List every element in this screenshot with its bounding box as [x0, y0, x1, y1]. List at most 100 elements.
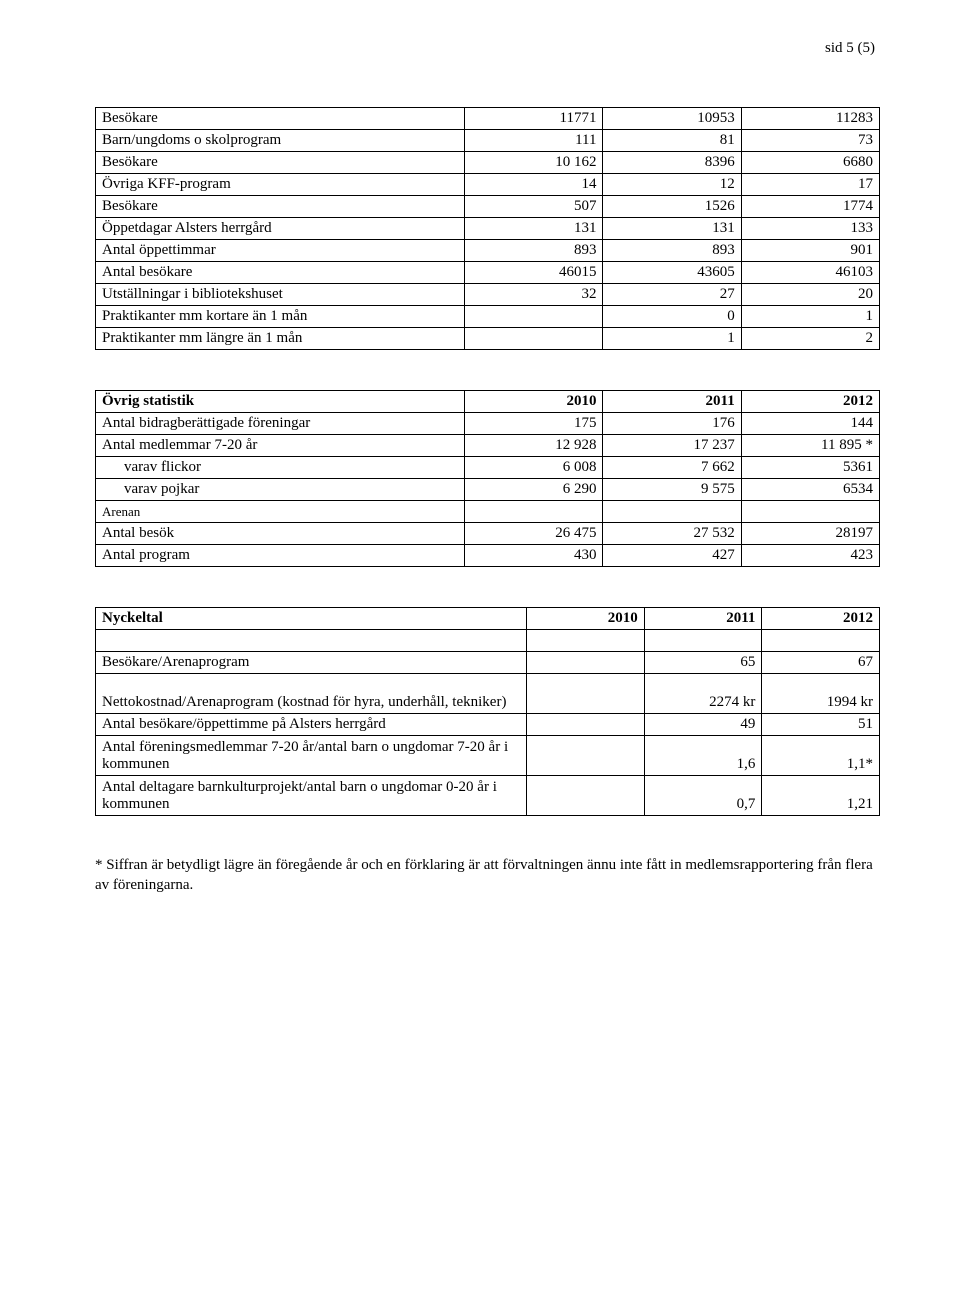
- table-row: Besökare/Arenaprogram6567: [96, 652, 880, 674]
- table-row: Antal föreningsmedlemmar 7-20 år/antal b…: [96, 736, 880, 776]
- row-label: Öppetdagar Alsters herrgård: [96, 218, 465, 240]
- cell-value: 507: [465, 196, 603, 218]
- header-2010: 2010: [465, 391, 603, 413]
- cell-value: 131: [465, 218, 603, 240]
- table-nyckeltal: Nyckeltal 2010 2011 2012 Besökare/Arenap…: [95, 607, 880, 816]
- header-label: Nyckeltal: [96, 608, 527, 630]
- cell-value: 46015: [465, 262, 603, 284]
- table-row: Antal medlemmar 7-20 år12 92817 23711 89…: [96, 435, 880, 457]
- cell-value: 133: [741, 218, 879, 240]
- cell-value: 175: [465, 413, 603, 435]
- header-2011: 2011: [603, 391, 741, 413]
- row-label: Arenan: [96, 501, 465, 523]
- row-label: Antal föreningsmedlemmar 7-20 år/antal b…: [96, 736, 527, 776]
- table-row: Antal besökare460154360546103: [96, 262, 880, 284]
- table-row: Antal program430427423: [96, 545, 880, 567]
- row-label: Antal besökare: [96, 262, 465, 284]
- row-label: varav pojkar: [96, 479, 465, 501]
- cell-value: 0,7: [644, 776, 762, 816]
- cell-value: 9 575: [603, 479, 741, 501]
- cell-value: [527, 674, 645, 714]
- table-row: [96, 630, 880, 652]
- row-label: Nettokostnad/Arenaprogram (kostnad för h…: [96, 674, 527, 714]
- row-label: Övriga KFF-program: [96, 174, 465, 196]
- row-label: Antal besökare/öppettimme på Alsters her…: [96, 714, 527, 736]
- cell-value: [527, 714, 645, 736]
- cell-value: 111: [465, 130, 603, 152]
- cell-value: 46103: [741, 262, 879, 284]
- cell-value: [465, 306, 603, 328]
- table-row: Barn/ungdoms o skolprogram1118173: [96, 130, 880, 152]
- table-row: varav pojkar6 2909 5756534: [96, 479, 880, 501]
- cell-value: 51: [762, 714, 880, 736]
- cell-value: [465, 501, 603, 523]
- cell-value: [644, 630, 762, 652]
- row-label: Antal bidragberättigade föreningar: [96, 413, 465, 435]
- cell-value: 49: [644, 714, 762, 736]
- table-row: Praktikanter mm längre än 1 mån12: [96, 328, 880, 350]
- cell-value: 27 532: [603, 523, 741, 545]
- cell-value: 2: [741, 328, 879, 350]
- cell-value: 8396: [603, 152, 741, 174]
- table-besokare: Besökare117711095311283Barn/ungdoms o sk…: [95, 107, 880, 350]
- row-label: Antal öppettimmar: [96, 240, 465, 262]
- cell-value: 0: [603, 306, 741, 328]
- row-label: Praktikanter mm kortare än 1 mån: [96, 306, 465, 328]
- row-label: Antal besök: [96, 523, 465, 545]
- row-label: Besökare/Arenaprogram: [96, 652, 527, 674]
- table-row: Utställningar i bibliotekshuset322720: [96, 284, 880, 306]
- cell-value: 893: [603, 240, 741, 262]
- cell-value: 1: [741, 306, 879, 328]
- header-2010: 2010: [527, 608, 645, 630]
- cell-value: 28197: [741, 523, 879, 545]
- table-row: Övriga KFF-program141217: [96, 174, 880, 196]
- cell-value: 27: [603, 284, 741, 306]
- table-row: Antal deltagare barnkulturprojekt/antal …: [96, 776, 880, 816]
- cell-value: [741, 501, 879, 523]
- cell-value: 893: [465, 240, 603, 262]
- cell-value: 67: [762, 652, 880, 674]
- cell-value: 17: [741, 174, 879, 196]
- row-label: Barn/ungdoms o skolprogram: [96, 130, 465, 152]
- cell-value: [603, 501, 741, 523]
- cell-value: 6534: [741, 479, 879, 501]
- cell-value: 1526: [603, 196, 741, 218]
- cell-value: [762, 630, 880, 652]
- cell-value: 10 162: [465, 152, 603, 174]
- table-row: Praktikanter mm kortare än 1 mån 01: [96, 306, 880, 328]
- page-number: sid 5 (5): [95, 40, 880, 57]
- table-header-row: Övrig statistik 2010 2011 2012: [96, 391, 880, 413]
- row-label: Besökare: [96, 152, 465, 174]
- cell-value: 11 895 *: [741, 435, 879, 457]
- cell-value: 12: [603, 174, 741, 196]
- table-row: Antal besökare/öppettimme på Alsters her…: [96, 714, 880, 736]
- table-row: Besökare117711095311283: [96, 108, 880, 130]
- cell-value: 10953: [603, 108, 741, 130]
- table-ovrig-statistik: Övrig statistik 2010 2011 2012 Antal bid…: [95, 390, 880, 567]
- cell-value: 1994 kr: [762, 674, 880, 714]
- cell-value: [527, 776, 645, 816]
- cell-value: [527, 652, 645, 674]
- cell-value: 26 475: [465, 523, 603, 545]
- cell-value: 11771: [465, 108, 603, 130]
- cell-value: 423: [741, 545, 879, 567]
- cell-value: 427: [603, 545, 741, 567]
- row-label: Besökare: [96, 108, 465, 130]
- cell-value: 32: [465, 284, 603, 306]
- cell-value: 2274 kr: [644, 674, 762, 714]
- cell-value: 1774: [741, 196, 879, 218]
- cell-value: 7 662: [603, 457, 741, 479]
- table-row: Antal besök26 47527 53228197: [96, 523, 880, 545]
- footnote: * Siffran är betydligt lägre än föregåen…: [95, 856, 880, 895]
- cell-value: 1,1*: [762, 736, 880, 776]
- cell-value: 6 290: [465, 479, 603, 501]
- table-row: Besökare10 16283966680: [96, 152, 880, 174]
- table-row: Antal öppettimmar893893901: [96, 240, 880, 262]
- table-row: Öppetdagar Alsters herrgård131131133: [96, 218, 880, 240]
- cell-value: 20: [741, 284, 879, 306]
- table-row: varav flickor6 0087 6625361: [96, 457, 880, 479]
- row-label: Praktikanter mm längre än 1 mån: [96, 328, 465, 350]
- cell-value: [527, 736, 645, 776]
- row-label: [96, 630, 527, 652]
- header-2012: 2012: [762, 608, 880, 630]
